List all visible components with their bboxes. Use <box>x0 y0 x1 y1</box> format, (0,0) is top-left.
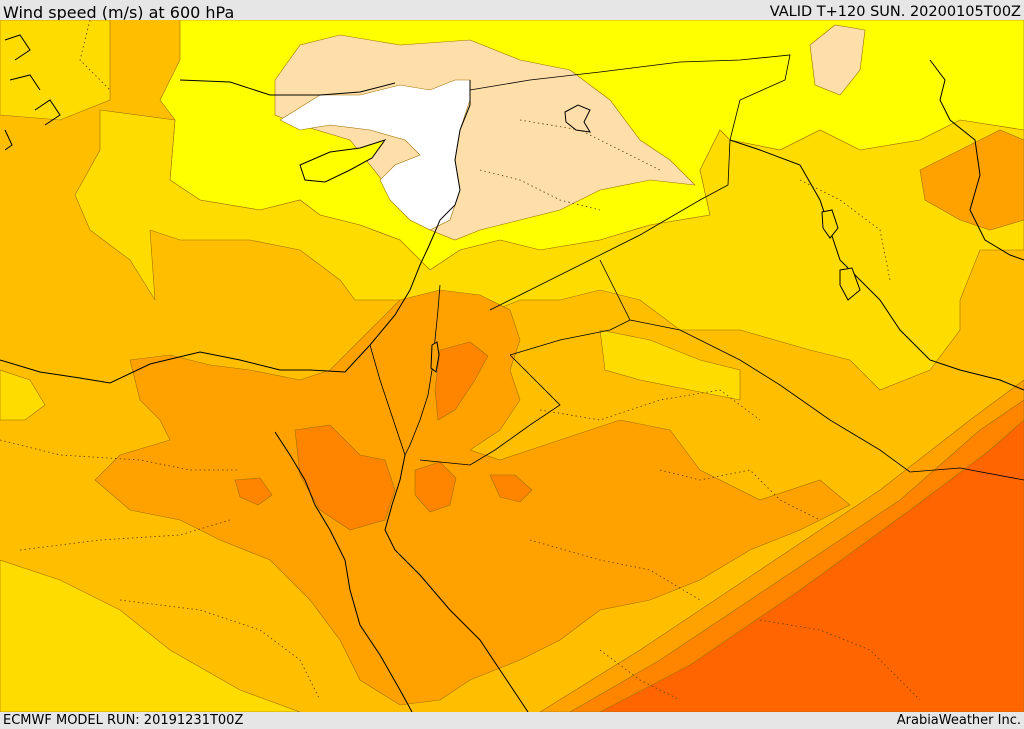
gulf-coast <box>729 139 1024 391</box>
credit: ArabiaWeather Inc. <box>896 713 1021 728</box>
border-saudi-north <box>509 319 1024 481</box>
map-footer: ECMWF MODEL RUN: 20191231T00Z ArabiaWeat… <box>0 712 1024 729</box>
band-gold-center <box>74 109 1024 391</box>
dead-sea <box>430 341 440 373</box>
lake-van <box>564 104 591 133</box>
map-title: Wind speed (m/s) at 600 hPa <box>3 3 235 22</box>
aegean-islands <box>4 34 61 151</box>
band-gold-coast <box>0 369 46 421</box>
border-syria-iraq <box>469 54 791 311</box>
model-run: ECMWF MODEL RUN: 20191231T00Z <box>3 713 244 728</box>
border-jordan <box>419 259 631 466</box>
red-sea-coast-east <box>384 454 529 712</box>
band-orange <box>94 289 851 706</box>
caspian-outline <box>929 59 1024 261</box>
coastline <box>0 80 471 384</box>
band-light <box>274 34 696 241</box>
cyprus-outline <box>299 139 387 183</box>
internal-boundaries <box>0 20 921 701</box>
band-red-orange-se <box>599 419 1024 712</box>
wind-speed-map <box>0 20 1024 712</box>
band-orange-ne <box>919 129 1024 231</box>
band-light-ne <box>809 24 866 96</box>
red-sea-coast <box>274 431 413 712</box>
valid-time: VALID T+120 SUN. 20200105T00Z <box>769 4 1021 20</box>
band-gold-sw <box>0 559 301 712</box>
band-white <box>279 79 471 231</box>
band-deep-orange-1 <box>434 341 489 421</box>
band-gold-east <box>599 329 741 401</box>
border-egypt <box>369 344 406 456</box>
gulf-islands <box>821 209 861 301</box>
border-jordan-rift <box>404 284 441 456</box>
band-deep-orange-5 <box>489 474 533 503</box>
coastline-north <box>179 79 396 96</box>
map-header: Wind speed (m/s) at 600 hPa VALID T+120 … <box>0 0 1024 22</box>
band-gold-west <box>0 20 111 121</box>
band-deep-orange-3 <box>234 477 273 506</box>
